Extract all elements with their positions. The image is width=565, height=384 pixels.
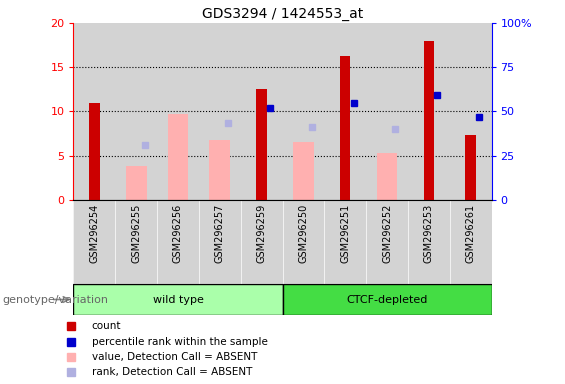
Text: GSM296254: GSM296254 bbox=[89, 204, 99, 263]
Bar bbox=[73, 23, 115, 200]
Bar bbox=[282, 200, 324, 284]
Bar bbox=[293, 142, 314, 200]
Bar bbox=[89, 103, 99, 200]
Bar bbox=[282, 23, 324, 200]
Bar bbox=[199, 23, 241, 200]
Text: value, Detection Call = ABSENT: value, Detection Call = ABSENT bbox=[92, 352, 257, 362]
Bar bbox=[157, 23, 199, 200]
Text: percentile rank within the sample: percentile rank within the sample bbox=[92, 337, 268, 347]
Bar bbox=[157, 200, 199, 284]
Bar bbox=[424, 41, 434, 200]
Bar bbox=[377, 153, 398, 200]
Text: GSM296253: GSM296253 bbox=[424, 204, 434, 263]
Bar bbox=[257, 89, 267, 200]
Bar bbox=[324, 200, 366, 284]
Bar bbox=[340, 56, 350, 200]
Text: genotype/variation: genotype/variation bbox=[3, 295, 109, 305]
Bar bbox=[73, 200, 115, 284]
Text: GSM296261: GSM296261 bbox=[466, 204, 476, 263]
Text: count: count bbox=[92, 321, 121, 331]
Bar bbox=[167, 114, 189, 200]
Bar bbox=[408, 200, 450, 284]
Bar bbox=[73, 284, 282, 315]
Text: GSM296251: GSM296251 bbox=[340, 204, 350, 263]
Text: GSM296250: GSM296250 bbox=[298, 204, 308, 263]
Text: rank, Detection Call = ABSENT: rank, Detection Call = ABSENT bbox=[92, 367, 252, 377]
Bar bbox=[115, 200, 157, 284]
Text: GSM296257: GSM296257 bbox=[215, 204, 225, 263]
Bar bbox=[241, 200, 282, 284]
Bar bbox=[241, 23, 282, 200]
Text: GSM296259: GSM296259 bbox=[257, 204, 267, 263]
Bar bbox=[199, 200, 241, 284]
Bar bbox=[450, 23, 492, 200]
Title: GDS3294 / 1424553_at: GDS3294 / 1424553_at bbox=[202, 7, 363, 21]
Text: CTCF-depleted: CTCF-depleted bbox=[346, 295, 428, 305]
Text: wild type: wild type bbox=[153, 295, 203, 305]
Text: GSM296255: GSM296255 bbox=[131, 204, 141, 263]
Bar bbox=[209, 140, 231, 200]
Bar bbox=[115, 23, 157, 200]
Text: GSM296252: GSM296252 bbox=[382, 204, 392, 263]
Bar bbox=[125, 166, 147, 200]
Bar bbox=[466, 135, 476, 200]
Bar bbox=[408, 23, 450, 200]
Bar bbox=[282, 284, 492, 315]
Bar bbox=[366, 200, 408, 284]
Bar bbox=[450, 200, 492, 284]
Bar bbox=[324, 23, 366, 200]
Bar bbox=[366, 23, 408, 200]
Text: GSM296256: GSM296256 bbox=[173, 204, 183, 263]
